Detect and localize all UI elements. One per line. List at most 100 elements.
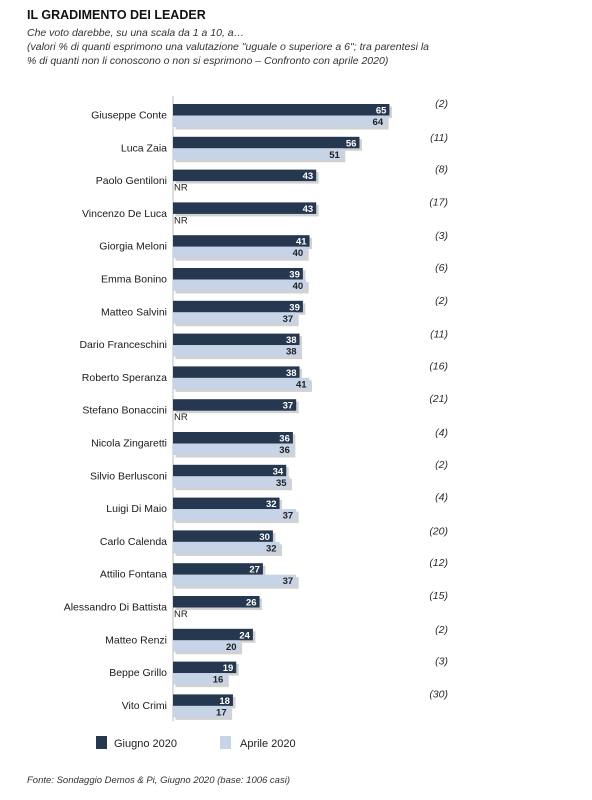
bar-giugno-2020 (173, 596, 260, 608)
bar-aprile-2020 (173, 312, 297, 324)
leader-name-label: Emma Bonino (101, 274, 167, 286)
bar-value-label-giugno: 19 (223, 663, 234, 674)
leader-name-label: Alessandro Di Battista (64, 602, 167, 614)
bar-value-label-giugno: 27 (249, 565, 260, 576)
bar-aprile-2020 (173, 509, 297, 521)
legend-swatch-aprile (220, 736, 231, 749)
no-opinion-percentage: (16) (429, 360, 448, 372)
leader-name-label: Giuseppe Conte (91, 110, 167, 122)
leader-name-label: Roberto Speranza (82, 372, 167, 384)
no-opinion-percentage: (2) (435, 98, 448, 110)
bar-giugno-2020 (173, 694, 233, 706)
leader-name-label: Paolo Gentiloni (96, 175, 167, 187)
bar-giugno-2020 (173, 661, 237, 674)
no-opinion-percentage: (20) (429, 525, 448, 537)
leader-name-label: Vito Crimi (122, 700, 167, 712)
no-opinion-percentage: (30) (429, 688, 448, 700)
leader-name-label: Luigi Di Maio (106, 503, 167, 515)
bar-value-label-aprile: 35 (276, 478, 287, 489)
bar-giugno-2020 (173, 333, 300, 346)
bar-value-label-giugno: 26 (246, 598, 257, 609)
bar-giugno-2020 (173, 399, 297, 411)
bar-aprile-2020 (173, 279, 307, 291)
bar-value-label-giugno: 30 (259, 532, 270, 543)
bar-value-label-giugno: 34 (273, 466, 284, 477)
no-opinion-percentage: (15) (429, 590, 448, 602)
bar-value-label-aprile: 16 (213, 675, 224, 686)
chart-title: IL GRADIMENTO DEI LEADER (27, 8, 206, 22)
bar-value-label-giugno: 39 (289, 302, 300, 313)
leader-name-label: Silvio Berlusconi (90, 470, 167, 482)
bar-giugno-2020 (173, 563, 263, 575)
bar-giugno-2020 (173, 432, 293, 444)
no-opinion-percentage: (2) (435, 459, 448, 471)
no-opinion-percentage: (4) (435, 492, 448, 504)
no-opinion-percentage: (2) (435, 624, 448, 636)
no-opinion-percentage: (3) (435, 656, 448, 668)
bar-aprile-2020 (173, 443, 293, 455)
no-opinion-percentage: (11) (430, 132, 448, 144)
bar-value-label-aprile: 36 (279, 445, 290, 456)
no-opinion-percentage: (2) (435, 295, 448, 307)
bar-giugno-2020 (173, 497, 280, 510)
chart-question: Che voto darebbe, su una scala da 1 a 10… (27, 27, 245, 39)
chart-note-line-2: % di quanti non li conoscono o non si es… (27, 55, 389, 67)
not-rated-label: NR (174, 609, 188, 620)
bar-aprile-2020 (173, 673, 227, 685)
bar-giugno-2020 (173, 169, 317, 182)
bar-aprile-2020 (173, 345, 300, 357)
leader-name-label: Carlo Calenda (100, 536, 167, 548)
bar-value-label-giugno: 18 (219, 696, 230, 707)
bar-value-label-giugno: 24 (239, 630, 250, 641)
bar-aprile-2020 (173, 640, 240, 652)
leader-name-label: Dario Franceschini (79, 339, 167, 351)
bar-aprile-2020 (173, 476, 290, 488)
bar-value-label-aprile: 20 (226, 642, 237, 653)
bar-giugno-2020 (173, 366, 300, 378)
bar-value-label-giugno: 41 (296, 237, 307, 248)
bar-value-label-aprile: 37 (283, 511, 294, 522)
no-opinion-percentage: (8) (435, 164, 448, 176)
bar-value-label-giugno: 38 (286, 368, 297, 379)
chart-note-line-1: (valori % di quanti esprimono una valuta… (27, 41, 430, 53)
bar-giugno-2020 (173, 104, 390, 116)
bar-value-label-giugno: 36 (279, 434, 290, 445)
bar-giugno-2020 (173, 136, 360, 149)
leader-name-label: Matteo Renzi (105, 634, 167, 646)
bar-value-label-aprile: 17 (216, 707, 227, 718)
bar-value-label-giugno: 56 (346, 138, 357, 149)
legend-label-giugno: Giugno 2020 (114, 738, 177, 750)
not-rated-label: NR (174, 183, 188, 194)
leader-name-label: Luca Zaia (121, 142, 167, 154)
legend-label-aprile: Aprile 2020 (240, 738, 296, 750)
leader-name-label: Beppe Grillo (109, 667, 167, 679)
not-rated-label: NR (174, 412, 188, 423)
bar-value-label-giugno: 37 (283, 401, 294, 412)
leader-name-label: Giorgia Meloni (99, 241, 167, 253)
bar-aprile-2020 (173, 246, 307, 259)
legend-swatch-giugno (96, 736, 107, 749)
bar-value-label-aprile: 38 (286, 347, 297, 358)
bar-value-label-giugno: 38 (286, 335, 297, 346)
bar-value-label-giugno: 32 (266, 499, 277, 510)
bar-value-label-aprile: 37 (283, 314, 294, 325)
bar-giugno-2020 (173, 268, 303, 280)
bar-value-label-aprile: 40 (293, 248, 304, 259)
bar-giugno-2020 (173, 300, 303, 313)
bar-aprile-2020 (173, 541, 280, 554)
bar-giugno-2020 (173, 202, 317, 214)
no-opinion-percentage: (11) (430, 329, 448, 341)
bar-value-label-giugno: 43 (303, 204, 314, 215)
leader-name-label: Nicola Zingaretti (91, 438, 167, 450)
bar-aprile-2020 (173, 705, 230, 718)
bar-value-label-aprile: 64 (373, 117, 384, 128)
no-opinion-percentage: (3) (435, 230, 448, 242)
no-opinion-percentage: (21) (429, 393, 448, 405)
bar-aprile-2020 (173, 574, 297, 587)
not-rated-label: NR (174, 215, 188, 226)
leader-name-label: Attilio Fontana (100, 569, 167, 581)
bar-giugno-2020 (173, 464, 287, 477)
bar-giugno-2020 (173, 235, 310, 247)
no-opinion-percentage: (4) (435, 427, 448, 439)
